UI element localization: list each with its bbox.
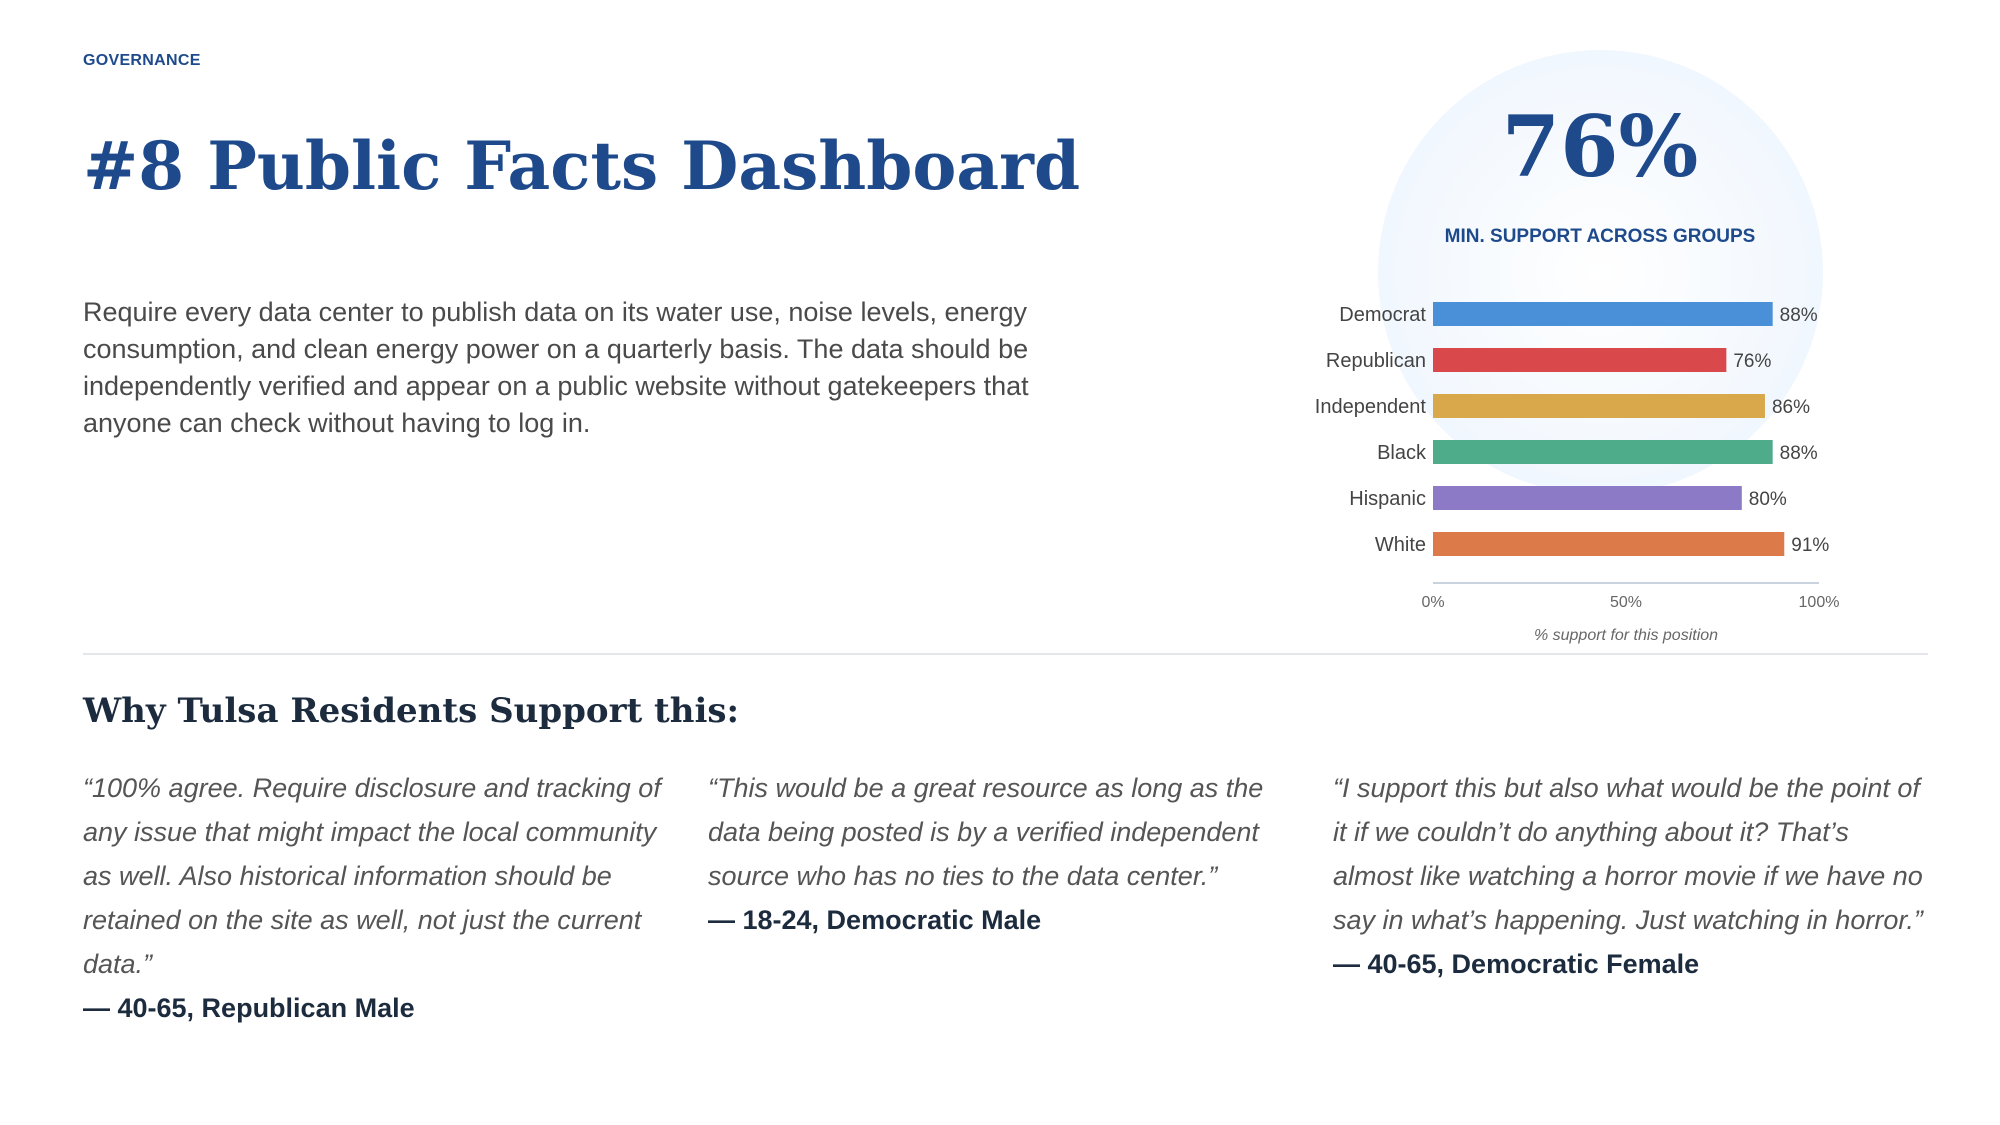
hero-percentage: 76% <box>1501 97 1699 196</box>
x-axis-title: % support for this position <box>1534 627 1718 644</box>
bar <box>1433 348 1727 372</box>
quote-attribution: — 40-65, Republican Male <box>83 993 415 1023</box>
proposal-description: Require every data center to publish dat… <box>83 297 1029 438</box>
bar <box>1433 440 1773 464</box>
bar-value-label: 88% <box>1780 305 1818 326</box>
quote-text: “I support this but also what would be t… <box>1333 773 1923 935</box>
category-label: Republican <box>1326 350 1426 372</box>
quote-text: “This would be a great resource as long … <box>708 773 1264 891</box>
bar-value-label: 76% <box>1733 351 1771 372</box>
quote-attribution: — 40-65, Democratic Female <box>1333 949 1700 979</box>
section-title: Why Tulsa Residents Support this: <box>83 691 740 731</box>
quote-card: “This would be a great resource as long … <box>708 766 1298 942</box>
bar <box>1433 532 1785 556</box>
section-divider <box>83 653 1928 655</box>
quote-attribution: — 18-24, Democratic Male <box>708 905 1042 935</box>
bar <box>1433 486 1742 510</box>
category-label: Democrat <box>1339 304 1426 326</box>
category-label: Hispanic <box>1349 488 1426 510</box>
support-bar-chart: Democrat 88% Republican 76% Independent 86% Bl… <box>1315 302 1840 644</box>
category-label: Independent <box>1315 396 1427 418</box>
eyebrow-label: GOVERNANCE <box>83 52 201 69</box>
quote-text: “100% agree. Require disclosure and trac… <box>83 773 661 979</box>
bar-value-label: 91% <box>1791 535 1829 556</box>
page-title: #8 Public Facts Dashboard <box>83 127 1081 205</box>
bar <box>1433 394 1765 418</box>
bar <box>1433 302 1773 326</box>
quote-card: “100% agree. Require disclosure and trac… <box>83 766 673 1030</box>
category-label: White <box>1375 534 1426 556</box>
x-tick-label: 0% <box>1421 594 1444 611</box>
bar-value-label: 80% <box>1749 489 1787 510</box>
quote-card: “I support this but also what would be t… <box>1333 766 1923 986</box>
bar-value-label: 88% <box>1780 443 1818 464</box>
bar-value-label: 86% <box>1772 397 1810 418</box>
hero-circle <box>1378 50 1823 495</box>
category-label: Black <box>1377 442 1427 464</box>
x-tick-label: 50% <box>1610 594 1642 611</box>
x-tick-label: 100% <box>1799 594 1840 611</box>
hero-label: MIN. SUPPORT ACROSS GROUPS <box>1444 226 1756 247</box>
